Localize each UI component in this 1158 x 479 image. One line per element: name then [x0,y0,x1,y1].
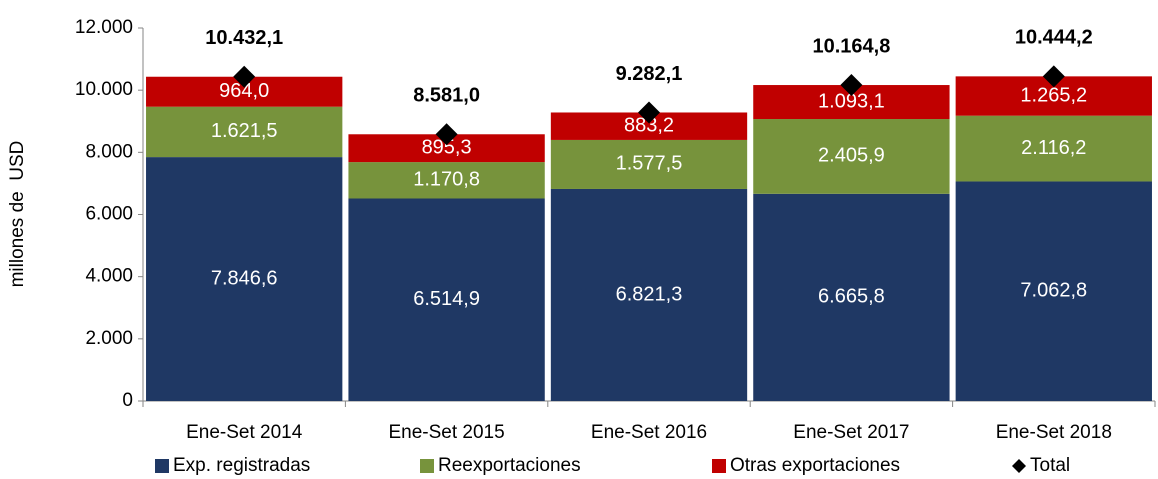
total-marker [1042,65,1065,88]
bar-segment [753,193,950,401]
value-label: 1.170,8 [413,169,480,191]
bar-segment [550,139,748,189]
legend-label: Otras exportaciones [730,455,900,476]
y-tick-label: 12.000 [75,17,133,38]
value-label: 6.665,8 [818,286,885,308]
value-label: 1.621,5 [211,120,278,142]
value-label: 6.514,9 [413,288,480,310]
total-label: 10.164,8 [812,35,890,57]
total-marker [840,74,863,97]
legend-label: Total [1030,455,1070,476]
y-tick-label: 2.000 [85,328,133,349]
legend-swatch [155,459,169,473]
legend-label: Exp. registradas [173,455,310,476]
total-label: 8.581,0 [413,85,480,107]
y-tick-label: 6.000 [85,204,133,225]
bar-segment [955,115,1152,182]
value-label: 1.093,1 [818,90,885,112]
legend-swatch [712,459,726,473]
y-tick-label: 4.000 [85,266,133,287]
value-label: 7.846,6 [211,267,278,289]
bar-segment [348,198,545,401]
legend-swatch [420,459,434,473]
total-marker [233,65,256,88]
total-marker [435,123,458,146]
value-label: 1.265,2 [1020,84,1087,106]
bar-segment [348,162,545,199]
x-tick-label: Ene-Set 2016 [591,422,707,443]
bar-segment [146,157,343,401]
total-label: 9.282,1 [616,63,683,85]
x-tick-label: Ene-Set 2015 [388,422,504,443]
value-label: 883,2 [624,114,674,136]
y-tick-label: 10.000 [75,79,133,100]
value-label: 2.405,9 [818,145,885,167]
y-tick-label: 0 [122,390,133,411]
x-tick-label: Ene-Set 2018 [996,422,1112,443]
x-tick-label: Ene-Set 2014 [186,422,303,443]
total-label: 10.444,2 [1015,27,1093,49]
value-label: 2.116,2 [1021,137,1086,159]
value-label: 964,0 [219,80,269,102]
legend-label: Reexportaciones [438,455,581,476]
value-label: 895,3 [422,136,472,158]
bar-segment [955,181,1152,401]
total-marker [638,101,660,124]
bar-segment [550,188,748,401]
legend-marker [1012,459,1026,473]
y-axis-label: millones de USD [7,141,28,288]
total-label: 10.432,1 [205,27,283,49]
value-label: 6.821,3 [616,283,683,305]
x-tick-label: Ene-Set 2017 [793,422,909,443]
value-label: 7.062,8 [1020,280,1087,302]
value-label: 1.577,5 [616,153,683,175]
bar-segment [146,106,343,158]
bar-segment [753,119,950,194]
y-tick-label: 8.000 [85,141,133,162]
